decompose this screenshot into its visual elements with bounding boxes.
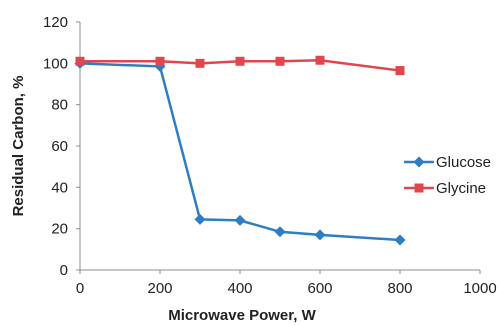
data-point-glycine: [75, 56, 85, 66]
y-tick-label: 60: [51, 138, 68, 155]
plot-area: 0 20 40 60 80 100 120 0 200 400 600 800 1000: [43, 14, 497, 297]
y-tick-label: 80: [51, 97, 68, 114]
data-point-glycine: [315, 55, 325, 65]
legend: Glucose Glycine: [404, 154, 491, 197]
x-tick-label: 800: [387, 280, 412, 297]
x-axis-title: Microwave Power, W: [168, 307, 316, 324]
series-layer: [74, 55, 406, 246]
y-tick-label: 40: [51, 179, 68, 196]
data-point-glycine: [275, 56, 285, 66]
data-point-glucose: [274, 226, 286, 238]
data-point-glucose: [234, 214, 246, 226]
series-glucose: [74, 57, 406, 246]
legend-item-glucose: Glucose: [404, 154, 491, 171]
x-axis-ticks: 0 200 400 600 800 1000: [76, 270, 497, 297]
data-point-glucose: [194, 213, 206, 225]
data-point-glycine: [155, 56, 165, 66]
data-point-glucose: [394, 234, 406, 246]
x-tick-label: 200: [147, 280, 172, 297]
legend-marker: [414, 183, 424, 193]
x-tick-label: 1000: [463, 280, 496, 297]
y-tick-label: 0: [60, 262, 68, 279]
y-axis-title: Residual Carbon, %: [10, 76, 27, 217]
data-point-glycine: [235, 56, 245, 66]
data-point-glucose: [314, 229, 326, 241]
x-tick-label: 0: [76, 280, 84, 297]
data-point-glycine: [195, 58, 205, 68]
y-axis-ticks: 0 20 40 60 80 100 120: [43, 14, 80, 279]
y-tick-label: 120: [43, 14, 68, 31]
legend-label: Glucose: [436, 154, 491, 171]
series-glycine: [75, 55, 405, 76]
legend-marker: [413, 156, 425, 168]
legend-label: Glycine: [436, 180, 486, 197]
legend-item-glycine: Glycine: [404, 180, 486, 197]
x-tick-label: 600: [307, 280, 332, 297]
series-line-glucose: [79, 62, 401, 242]
x-tick-label: 400: [227, 280, 252, 297]
data-point-glycine: [395, 66, 405, 76]
y-tick-label: 100: [43, 55, 68, 72]
y-tick-label: 20: [51, 221, 68, 238]
